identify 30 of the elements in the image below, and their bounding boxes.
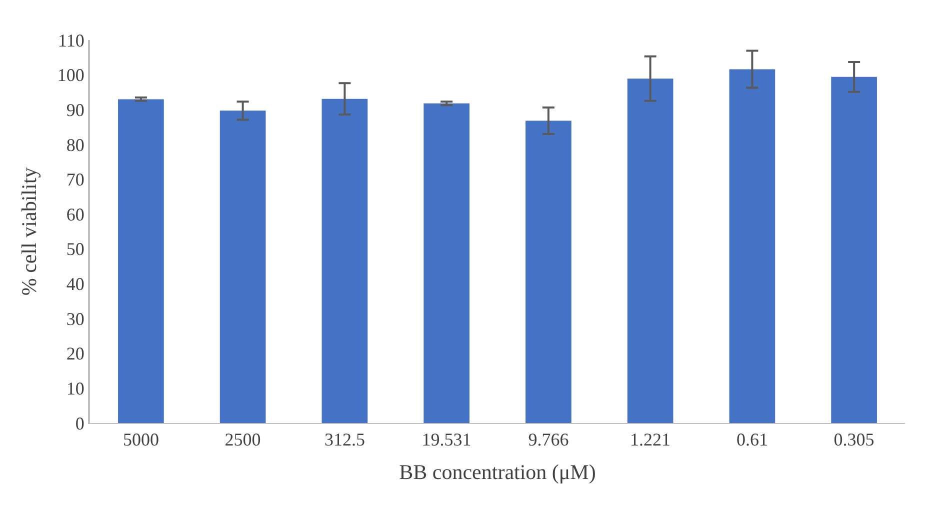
y-tick-label: 100 bbox=[57, 65, 84, 86]
bar bbox=[526, 120, 572, 423]
x-tick-label: 19.531 bbox=[422, 430, 472, 450]
y-tick-label: 90 bbox=[66, 100, 84, 120]
x-tick-label: 1.221 bbox=[630, 430, 671, 450]
y-tick-label: 70 bbox=[66, 170, 84, 190]
y-tick-label: 50 bbox=[66, 239, 84, 260]
y-tick-label: 10 bbox=[66, 378, 84, 398]
bar bbox=[424, 103, 470, 423]
y-tick-label: 60 bbox=[66, 204, 84, 224]
bar bbox=[729, 69, 776, 423]
bar bbox=[322, 98, 368, 423]
x-tick-label: 0.305 bbox=[834, 430, 874, 450]
bar bbox=[118, 99, 164, 423]
y-axis-title: % cell viability bbox=[17, 166, 42, 296]
y-tick-label: 20 bbox=[66, 344, 84, 364]
y-tick-label: 110 bbox=[58, 30, 84, 50]
x-tick-label: 9.766 bbox=[528, 430, 569, 450]
x-axis-title: BB concentration (μM) bbox=[399, 460, 596, 484]
bar bbox=[220, 110, 266, 423]
x-tick-label: 312.5 bbox=[324, 430, 365, 450]
y-tick-label: 30 bbox=[66, 308, 84, 329]
x-tick-label: 5000 bbox=[122, 430, 159, 450]
bar bbox=[831, 76, 877, 423]
y-tick-label: 80 bbox=[66, 134, 84, 155]
y-tick-label: 0 bbox=[75, 413, 84, 434]
x-tick-label: 2500 bbox=[224, 430, 261, 450]
y-tick-label: 40 bbox=[66, 274, 84, 294]
x-tick-label: 0.61 bbox=[736, 430, 768, 450]
bar bbox=[627, 78, 674, 423]
